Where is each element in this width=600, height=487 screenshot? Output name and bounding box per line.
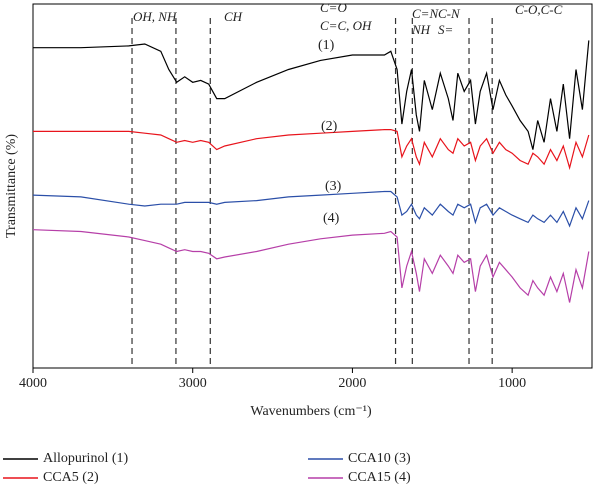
legend-label: CCA5 (2) [43,470,99,485]
annotation: OH, NH [133,9,177,24]
x-tick-label: 3000 [179,376,207,391]
annotation: (3) [325,179,342,194]
x-tick-label: 4000 [19,376,47,391]
annotation: C=O [320,0,347,15]
annotation: CH [224,9,243,24]
spectrum-line [33,129,590,171]
annotation: C=N [412,6,439,21]
legend-label: CCA10 (3) [348,451,411,466]
annotation: (2) [321,119,338,134]
y-axis-label: Transmittance (%) [4,134,19,238]
legend-label: Allopurinol (1) [43,451,128,466]
plot-frame [32,3,593,369]
spectrum-line [32,229,590,303]
annotation: (4) [323,211,340,226]
legend-label: CCA15 (4) [348,470,411,485]
annotation: NH [411,22,431,37]
spectrum-line [32,190,590,228]
annotation: C-N [438,6,461,21]
annotation: C-O,C-C [515,2,563,17]
annotation: S= [438,22,453,37]
annotation: C=C, OH [320,18,372,33]
annotation: (1) [318,38,335,53]
x-axis-label: Wavenumbers (cm⁻¹) [250,404,372,419]
x-tick-label: 1000 [498,376,526,391]
spectrum-line [33,40,590,150]
x-tick-label: 2000 [338,376,366,391]
